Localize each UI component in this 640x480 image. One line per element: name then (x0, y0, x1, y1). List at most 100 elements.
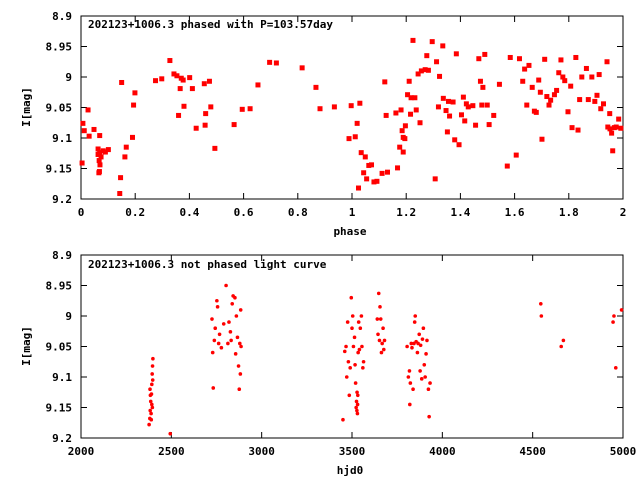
data-point (462, 118, 468, 124)
data-point (592, 98, 598, 104)
data-point (355, 393, 360, 398)
data-point (406, 375, 411, 379)
data-point (415, 350, 420, 355)
data-point (610, 148, 616, 154)
data-point (353, 363, 357, 367)
data-point (352, 335, 357, 340)
data-point (428, 381, 432, 385)
data-point (476, 56, 482, 62)
data-point (484, 102, 490, 108)
data-point (216, 341, 221, 346)
y-tick-label: 9.1 (52, 371, 72, 384)
y-tick-label: 9.05 (46, 102, 73, 115)
data-point (422, 363, 427, 367)
data-point (613, 124, 619, 130)
data-point (507, 54, 513, 60)
data-point (424, 53, 430, 59)
data-point (378, 305, 382, 309)
data-point (167, 58, 173, 64)
data-point (405, 92, 411, 98)
data-point (444, 129, 450, 135)
data-point (400, 149, 406, 155)
data-point (206, 78, 212, 84)
data-point (351, 344, 356, 349)
data-point (604, 59, 610, 65)
data-point (366, 162, 372, 168)
data-point (371, 179, 377, 185)
data-point (537, 89, 543, 95)
data-point (412, 95, 418, 101)
data-point (536, 77, 542, 83)
x-tick-label: 0.2 (125, 206, 145, 219)
data-point (317, 106, 323, 112)
data-point (407, 369, 412, 373)
data-point (123, 144, 129, 150)
data-point (434, 59, 440, 65)
data-point (600, 101, 606, 107)
data-point (463, 101, 469, 107)
y-tick-label: 9.05 (46, 341, 73, 354)
data-point (496, 81, 502, 87)
data-point (239, 106, 245, 112)
data-point (354, 399, 359, 404)
x-tick-labels-phased: 0 0.2 0.4 0.6 0.8 1 1.2 1.4 1.6 1.8 2 (78, 206, 627, 219)
data-point (97, 150, 103, 156)
data-point (235, 335, 240, 340)
data-point (374, 178, 380, 184)
data-point (210, 317, 214, 321)
x-tick-label: 2000 (68, 445, 95, 458)
data-point (299, 65, 305, 71)
data-point (229, 338, 233, 343)
data-point (359, 314, 364, 318)
data-point (236, 364, 241, 368)
data-point (369, 162, 375, 168)
data-point (376, 291, 381, 296)
data-point (520, 78, 526, 84)
data-point (480, 84, 486, 90)
data-point (612, 314, 616, 318)
data-point (255, 82, 261, 88)
x-tick-label: 2 (620, 206, 627, 219)
unphased-light-curve-panel: 2000 2500 3000 3500 4000 4500 5000 8.9 8.95 9 9.0… (20, 249, 636, 477)
data-point (224, 283, 228, 288)
data-point (470, 103, 476, 109)
data-point (202, 122, 208, 128)
data-point (231, 122, 237, 128)
data-point (554, 87, 560, 93)
data-point (267, 59, 273, 65)
data-point (102, 149, 108, 155)
data-point (397, 144, 403, 150)
x-tick-label: 0.8 (288, 206, 308, 219)
data-point (81, 128, 87, 134)
data-point (355, 390, 359, 395)
data-point (539, 136, 545, 142)
data-point (91, 126, 97, 132)
data-point (221, 322, 226, 326)
y-tick-label: 9.2 (52, 432, 72, 445)
data-point (239, 344, 243, 349)
data-point (594, 92, 600, 98)
data-point (420, 337, 425, 341)
data-point (148, 393, 153, 398)
data-point (181, 103, 187, 109)
data-point (151, 356, 155, 361)
data-point (247, 106, 253, 112)
data-point (361, 170, 367, 176)
data-point (150, 364, 155, 368)
data-point (356, 320, 361, 324)
data-point (97, 162, 103, 168)
data-point (598, 106, 604, 112)
data-point (215, 298, 219, 303)
y-tick-label: 9.15 (46, 402, 73, 415)
data-point (402, 123, 408, 129)
data-point (356, 185, 362, 191)
data-point (150, 405, 155, 410)
data-point (79, 160, 85, 166)
data-point (96, 158, 102, 164)
data-point (432, 176, 438, 182)
data-point (148, 408, 152, 413)
data-point (533, 109, 539, 115)
data-point (105, 147, 111, 153)
data-point (227, 320, 231, 324)
data-point (149, 417, 154, 422)
